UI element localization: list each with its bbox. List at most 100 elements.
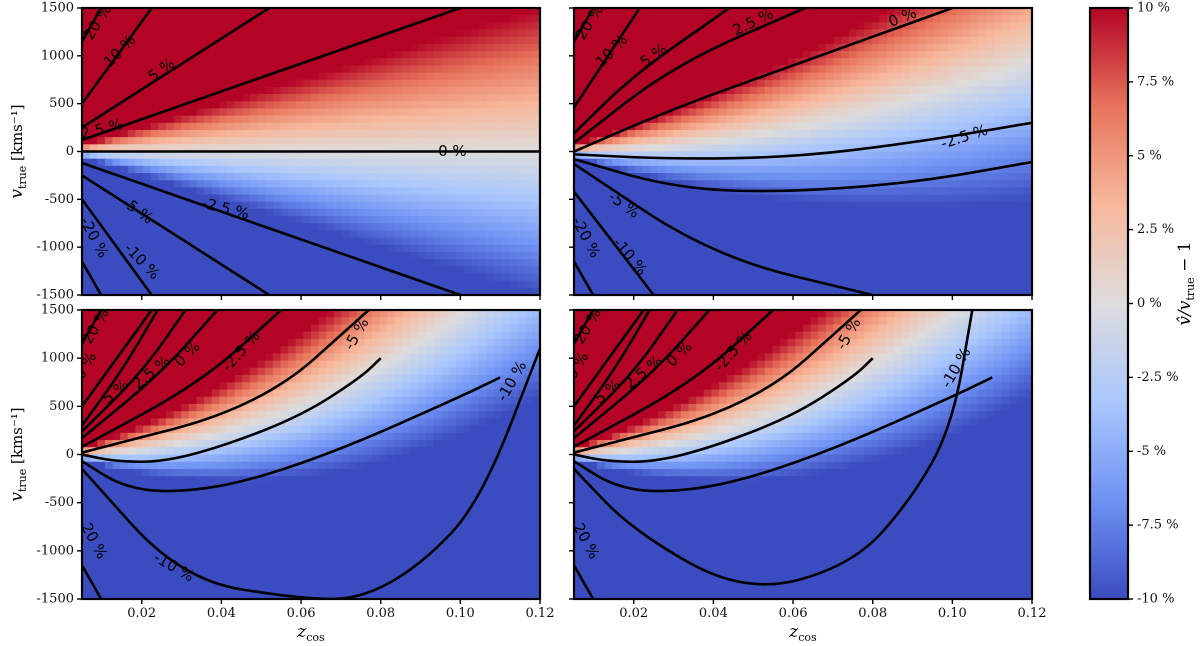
- heatmap-cell: [604, 259, 613, 268]
- heatmap-cell: [879, 216, 888, 225]
- heatmap-cell: [574, 79, 583, 88]
- heatmap-cell: [387, 122, 396, 131]
- heatmap-cell: [188, 108, 198, 117]
- heatmap-cell: [234, 158, 244, 167]
- heatmap-cell: [89, 490, 99, 499]
- heatmap-cell: [188, 115, 198, 124]
- heatmap-cell: [925, 65, 934, 74]
- heatmap-cell: [82, 562, 91, 571]
- heatmap-cell: [104, 251, 114, 260]
- heatmap-cell: [173, 151, 183, 160]
- heatmap-cell: [425, 194, 434, 203]
- heatmap-cell: [1009, 22, 1018, 31]
- heatmap-cell: [589, 137, 598, 146]
- heatmap-cell: [574, 108, 583, 117]
- heatmap-cell: [257, 137, 266, 146]
- heatmap-cell: [719, 79, 728, 88]
- heatmap-cell: [970, 266, 980, 275]
- heatmap-cell: [219, 266, 228, 275]
- heatmap-cell: [234, 180, 244, 189]
- heatmap-cell: [158, 216, 167, 225]
- heatmap-cell: [589, 58, 598, 67]
- heatmap-cell: [932, 251, 942, 260]
- heatmap-cell: [696, 22, 705, 31]
- heatmap-cell: [1009, 259, 1018, 268]
- heatmap-cell: [940, 273, 949, 282]
- heatmap-cell: [749, 8, 758, 16]
- heatmap-cell: [635, 237, 644, 246]
- heatmap-cell: [719, 194, 728, 203]
- heatmap-cell: [456, 266, 465, 275]
- heatmap-cell: [234, 72, 244, 81]
- heatmap-cell: [612, 8, 621, 16]
- heatmap-cell: [581, 36, 591, 45]
- heatmap-cell: [204, 58, 213, 67]
- heatmap-cell: [433, 129, 442, 138]
- heatmap-cell: [894, 108, 904, 117]
- heatmap-cell: [120, 122, 129, 131]
- heatmap-cell: [89, 432, 99, 441]
- heatmap-cell: [787, 230, 797, 239]
- heatmap-cell: [463, 108, 473, 117]
- heatmap-cell: [204, 108, 213, 117]
- heatmap-cell: [825, 173, 835, 181]
- heatmap-cell: [917, 86, 926, 95]
- heatmap-cell: [211, 273, 221, 282]
- heatmap-cell: [227, 158, 236, 167]
- heatmap-cell: [288, 94, 297, 103]
- heatmap-cell: [303, 165, 312, 174]
- heatmap-cell: [680, 15, 690, 24]
- heatmap-cell: [318, 94, 328, 103]
- heatmap-cell: [364, 230, 373, 239]
- heatmap-cell: [1001, 58, 1010, 67]
- heatmap-cell: [89, 287, 99, 295]
- heatmap-cell: [986, 259, 995, 268]
- heatmap-cell: [97, 115, 106, 124]
- heatmap-cell: [581, 65, 591, 74]
- heatmap-cell: [219, 8, 228, 16]
- heatmap-cell: [803, 259, 812, 268]
- heatmap-cell: [387, 173, 396, 181]
- heatmap-cell: [249, 287, 259, 295]
- heatmap-cell: [402, 137, 412, 146]
- heatmap-cell: [818, 79, 827, 88]
- heatmap-cell: [158, 94, 167, 103]
- heatmap-cell: [612, 201, 621, 210]
- heatmap-cell: [749, 122, 758, 131]
- heatmap-cell: [173, 79, 183, 88]
- heatmap-cell: [150, 173, 160, 181]
- heatmap-cell: [478, 173, 488, 181]
- heatmap-cell: [227, 151, 236, 160]
- heatmap-cell: [89, 79, 99, 88]
- heatmap-cell: [909, 94, 919, 103]
- heatmap-cell: [127, 216, 137, 225]
- heatmap-cell: [825, 165, 835, 174]
- heatmap-cell: [642, 287, 652, 295]
- heatmap-cell: [963, 223, 972, 232]
- heatmap-cell: [234, 187, 244, 196]
- heatmap-cell: [749, 223, 758, 232]
- heatmap-cell: [780, 223, 789, 232]
- heatmap-cell: [1016, 287, 1026, 295]
- heatmap-cell: [993, 22, 1003, 31]
- heatmap-cell: [478, 137, 488, 146]
- heatmap-cell: [387, 180, 396, 189]
- heatmap-cell: [795, 194, 804, 203]
- heatmap-cell: [501, 86, 511, 95]
- heatmap-cell: [104, 208, 114, 217]
- heatmap-cell: [89, 158, 99, 167]
- heatmap-cell: [963, 15, 972, 24]
- heatmap-cell: [410, 266, 419, 275]
- heatmap-cell: [703, 51, 713, 60]
- heatmap-cell: [574, 158, 583, 167]
- heatmap-cell: [848, 58, 858, 67]
- heatmap-cell: [486, 122, 495, 131]
- heatmap-cell: [280, 122, 289, 131]
- heatmap-cell: [650, 237, 659, 246]
- heatmap-cell: [596, 79, 606, 88]
- heatmap-cell: [311, 43, 320, 52]
- heatmap-cell: [772, 237, 781, 246]
- heatmap-cell: [688, 86, 697, 95]
- heatmap-cell: [864, 101, 873, 110]
- heatmap-cell: [589, 273, 598, 282]
